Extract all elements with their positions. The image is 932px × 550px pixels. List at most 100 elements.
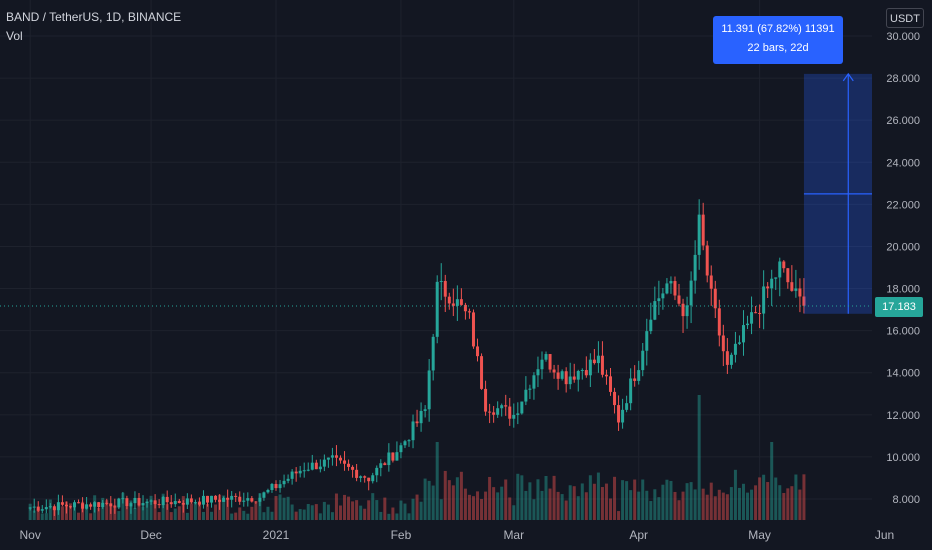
volume-bar [721,492,725,520]
candle-body [359,476,363,478]
volume-bar [262,512,266,520]
volume-bar [604,483,608,520]
volume-bar [451,485,455,520]
volume-bar [484,491,488,520]
volume-bar [36,509,40,520]
volume-bar [798,489,802,520]
symbol-title[interactable]: BAND / TetherUS, 1D, BINANCE [6,10,182,24]
candle-body [786,268,790,283]
candle-body [415,421,419,424]
volume-bar [137,498,141,520]
candle-body [214,495,218,500]
volume-bar [459,471,463,520]
candle-body [423,409,427,411]
chart-legend: BAND / TetherUS, 1D, BINANCE Vol [6,8,181,46]
candle-body [322,459,326,467]
volume-bar [580,483,584,520]
volume-bar [210,511,214,520]
volume-bar [201,511,205,520]
candle-body [480,356,484,389]
candle-body [488,411,492,413]
volume-bar [222,495,226,520]
candle-body [604,374,608,377]
volume-bar [532,499,536,520]
volume-bar [334,493,338,520]
candle-body [794,288,798,291]
candle-body [516,413,520,415]
candle-body [717,308,721,336]
volume-bar [117,511,121,520]
measure-line2: 22 bars, 22d [747,42,809,54]
volume-bar [145,501,149,520]
candle-body [399,445,403,453]
candle-body [347,463,351,467]
y-tick-label: 30.000 [886,31,920,43]
candle-body [85,504,89,509]
volume-bar [286,496,290,520]
currency-button[interactable]: USDT [886,8,924,28]
candle-body [802,296,806,306]
volume-bar [786,488,790,520]
candle-body [633,378,637,381]
candle-body [391,452,395,461]
candle-body [314,462,318,470]
candle-body [713,288,717,309]
volume-bar [294,511,298,520]
volume-bar [782,492,786,520]
candle-body [653,301,657,320]
y-tick-label: 18.000 [886,284,920,296]
volume-bar [685,483,689,520]
candle-body [161,496,165,506]
candles [28,199,806,516]
volume-bar [363,508,367,520]
volume-bar [649,501,653,520]
volume-label[interactable]: Vol [6,29,23,43]
measure-label: 11.391 (67.82%) 11391 22 bars, 22d [713,16,843,64]
volume-bar [544,475,548,520]
volume-bar [254,503,258,520]
volume-bar [89,513,93,520]
candle-body [496,408,500,415]
volume-bar [669,480,673,520]
candle-body [431,336,435,371]
candle-body [455,299,459,306]
candle-body [524,389,528,402]
volume-bar [713,496,717,520]
volume-bar [185,512,189,520]
candle-body [363,476,367,478]
candle-body [637,370,641,381]
volume-bar [173,508,177,520]
x-axis[interactable]: Nov Dec 2021 Feb Mar Apr May Jun [0,520,932,550]
volume-bar [540,490,544,520]
volume-bar [592,483,596,520]
volume-bar [629,490,633,520]
candle-body [725,351,729,365]
y-axis[interactable]: 30.000 28.000 26.000 24.000 22.000 20.000 18.0… [872,0,932,520]
candle-body [210,495,214,503]
candle-body [451,303,455,306]
volume-bar [141,506,145,520]
candle-body [254,501,258,503]
candle-body [60,502,64,505]
candle-body [181,503,185,505]
candle-body [48,506,52,508]
candle-body [613,391,617,406]
candle-body [177,500,181,504]
volume-bar [149,495,153,520]
candle-body [165,496,169,503]
candle-body [762,286,766,314]
candle-body [459,299,463,305]
volume-bar [399,500,403,520]
candle-body [375,467,379,476]
volume-bar [476,491,480,520]
volume-bar [568,485,572,520]
volume-bar [97,507,101,520]
candle-body [343,460,347,464]
candle-body [113,506,117,508]
volume-bar [274,496,278,520]
candle-body [617,405,621,423]
candle-body [206,495,209,503]
candle-body [629,378,633,404]
volume-bar [741,483,745,520]
